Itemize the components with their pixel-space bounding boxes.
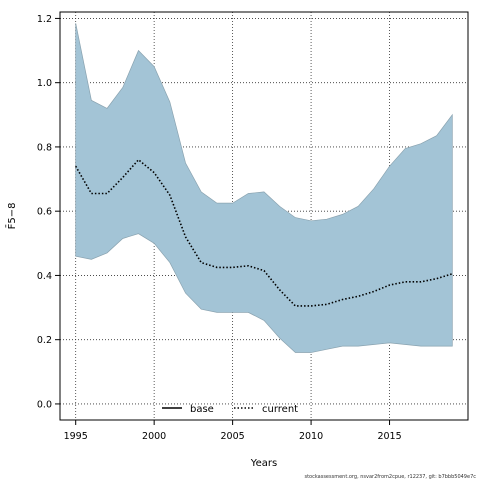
legend: base current <box>162 404 298 415</box>
y-tick-label: 1.0 <box>37 78 52 89</box>
x-axis: 1995 2000 2005 2010 2015 <box>64 420 402 442</box>
uncertainty-band <box>75 23 453 353</box>
plot-frame <box>59 11 469 421</box>
x-tick-label: 2000 <box>142 431 166 442</box>
y-axis: 0.0 0.2 0.4 0.6 0.8 1.0 1.2 <box>37 14 60 410</box>
y-tick-label: 0.4 <box>37 271 52 282</box>
x-tick-label: 2015 <box>377 431 401 442</box>
x-tick-label: 2010 <box>299 431 323 442</box>
legend-label-base: base <box>190 404 214 415</box>
y-tick-label: 0.8 <box>37 142 52 153</box>
x-tick-label: 2005 <box>221 431 245 442</box>
series-lines <box>74 158 453 307</box>
y-tick-label: 0.2 <box>37 335 52 346</box>
x-axis-title: Years <box>250 458 277 469</box>
y-tick-label: 0.6 <box>37 207 52 218</box>
x-tick-label: 1995 <box>64 431 88 442</box>
y-tick-label: 0.0 <box>37 399 52 410</box>
series-line-current <box>74 158 453 307</box>
y-axis-title: F̄5−8 <box>5 203 18 230</box>
y-tick-label: 1.2 <box>37 14 52 25</box>
legend-label-current: current <box>262 404 298 415</box>
footer-text: stockassessment.org, nsvar2from2cpue, r1… <box>304 474 476 480</box>
